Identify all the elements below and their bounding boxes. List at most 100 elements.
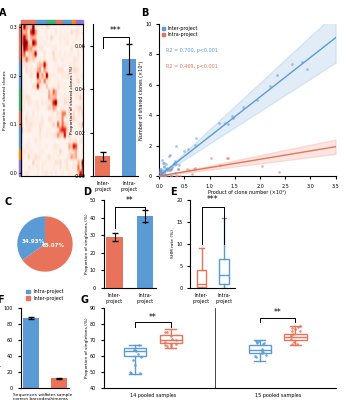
Point <box>259 348 264 354</box>
Bar <box>19 127 21 132</box>
Bar <box>19 62 21 68</box>
Point <box>163 161 169 168</box>
Bar <box>19 84 21 89</box>
Point <box>173 340 179 347</box>
Point <box>289 60 295 67</box>
Bar <box>19 170 21 176</box>
Point <box>129 370 134 377</box>
Point <box>292 326 298 332</box>
Bar <box>19 46 21 51</box>
Point <box>291 339 297 345</box>
Point <box>131 347 136 354</box>
Point <box>161 169 166 175</box>
Point <box>171 160 177 166</box>
Bar <box>19 149 21 154</box>
Bar <box>54 20 56 24</box>
Point <box>160 170 165 176</box>
Bar <box>79 20 81 24</box>
Point <box>186 146 191 152</box>
Point <box>186 167 192 173</box>
Point <box>163 339 168 346</box>
Point <box>276 169 282 175</box>
Bar <box>19 73 21 78</box>
Point <box>173 173 179 179</box>
Bar <box>43 20 45 24</box>
Point <box>256 338 262 344</box>
Y-axis label: SHM rate (%): SHM rate (%) <box>171 230 175 258</box>
PathPatch shape <box>219 259 229 284</box>
Point <box>304 66 310 72</box>
Wedge shape <box>17 216 45 260</box>
Bar <box>50 20 52 24</box>
Point <box>162 173 167 179</box>
Point <box>161 173 166 179</box>
Y-axis label: Proportion of shared clones: Proportion of shared clones <box>3 70 7 130</box>
Point <box>157 173 162 179</box>
Text: A: A <box>0 8 7 18</box>
Point <box>217 162 223 168</box>
Point <box>168 341 174 347</box>
Point <box>208 154 214 161</box>
Point <box>160 167 166 174</box>
Point <box>157 168 163 174</box>
Bar <box>19 165 21 170</box>
Bar <box>19 111 21 116</box>
Point <box>161 168 166 174</box>
Point <box>157 166 163 172</box>
Point <box>157 173 162 179</box>
Bar <box>25 20 27 24</box>
Point <box>158 168 164 174</box>
Point <box>169 332 174 339</box>
Point <box>289 332 294 338</box>
Bar <box>23 318 39 388</box>
Bar <box>72 20 74 24</box>
Point <box>157 173 163 179</box>
Text: 65.07%: 65.07% <box>41 243 64 248</box>
Point <box>289 341 295 348</box>
Bar <box>27 20 30 24</box>
Point <box>190 170 195 177</box>
Point <box>169 164 175 170</box>
Point <box>169 166 174 172</box>
Point <box>133 348 138 355</box>
Bar <box>19 56 21 62</box>
Bar <box>47 20 50 24</box>
Point <box>158 173 164 179</box>
Point <box>288 332 293 339</box>
Bar <box>19 30 21 35</box>
Point <box>216 120 222 127</box>
Point <box>161 173 166 179</box>
Point <box>159 171 164 178</box>
Point <box>170 336 175 342</box>
Bar <box>38 20 41 24</box>
Point <box>254 338 260 345</box>
Point <box>175 166 180 172</box>
Point <box>297 328 302 335</box>
Point <box>163 166 169 172</box>
Point <box>294 341 300 347</box>
Point <box>166 167 172 173</box>
Bar <box>19 132 21 138</box>
Point <box>162 342 168 348</box>
Text: R2 = 0.469, p<0.001: R2 = 0.469, p<0.001 <box>166 64 218 68</box>
Bar <box>58 20 61 24</box>
Point <box>159 172 164 178</box>
Text: ***: *** <box>110 26 122 35</box>
Bar <box>41 20 43 24</box>
Point <box>160 172 165 179</box>
Bar <box>32 20 34 24</box>
Point <box>255 340 260 346</box>
Y-axis label: Proportion of shared clones (%): Proportion of shared clones (%) <box>70 66 73 134</box>
Point <box>160 173 165 179</box>
Legend: Inter-project, Intra-project: Inter-project, Intra-project <box>162 26 198 38</box>
Point <box>158 168 163 175</box>
Point <box>259 350 264 356</box>
Bar <box>19 100 21 106</box>
Point <box>169 343 174 349</box>
Point <box>157 171 162 177</box>
Point <box>162 173 168 179</box>
Point <box>167 153 172 159</box>
X-axis label: Product of clone number (×10⁶): Product of clone number (×10⁶) <box>208 190 286 195</box>
Point <box>162 170 168 177</box>
Point <box>267 82 272 89</box>
